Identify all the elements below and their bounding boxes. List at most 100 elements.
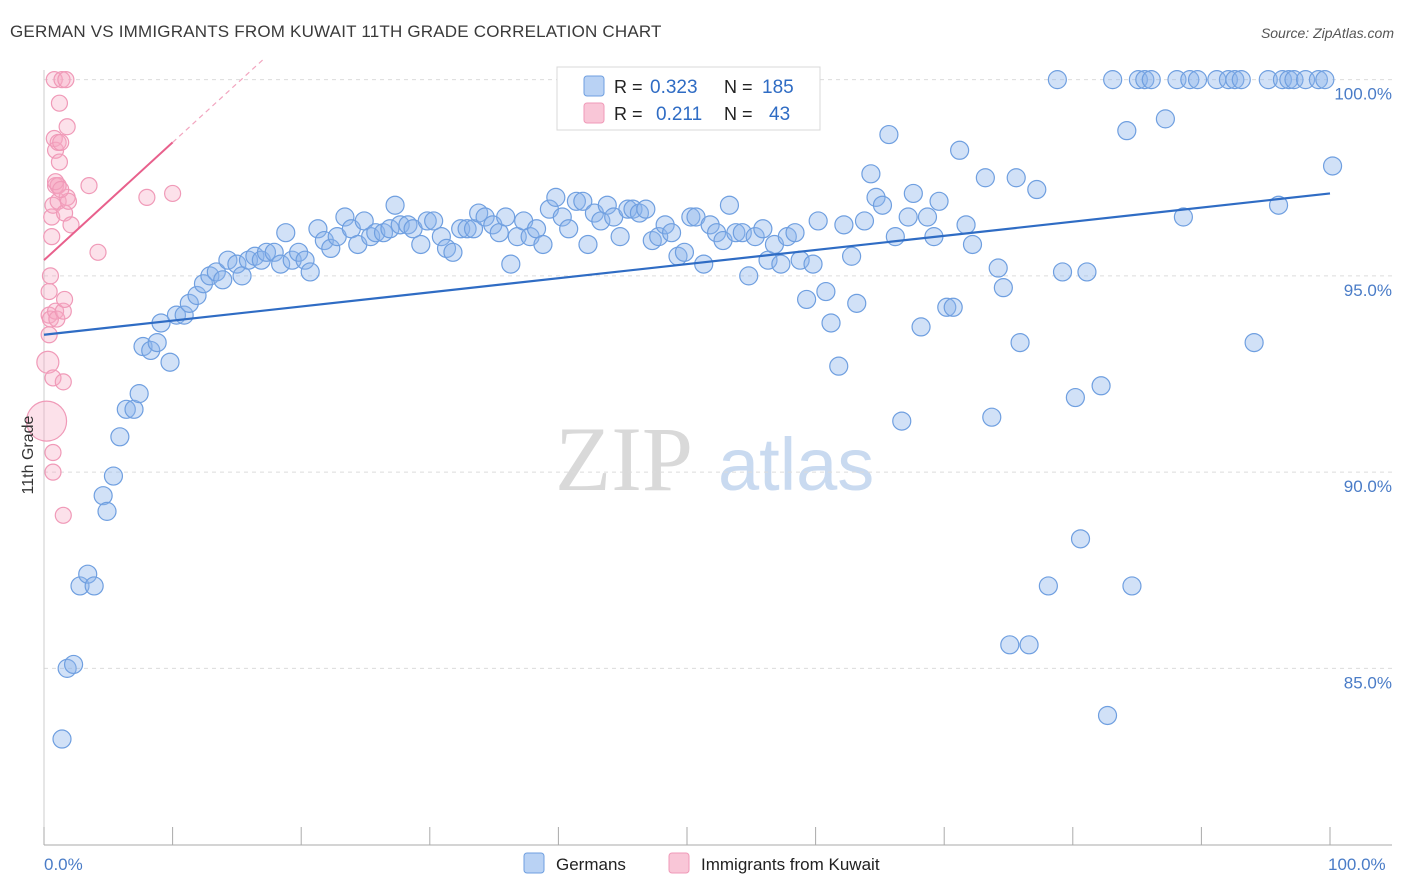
germans-point-2 bbox=[63, 654, 84, 675]
y-tick-labels: 85.0% 90.0% 95.0% 100.0% bbox=[1334, 85, 1392, 693]
germans-point-179 bbox=[1284, 70, 1304, 90]
germans-point-140 bbox=[950, 140, 970, 160]
germans-point-91 bbox=[636, 199, 656, 219]
germans-point-147 bbox=[1000, 635, 1020, 655]
germans-point-85 bbox=[597, 195, 617, 215]
grid-lines bbox=[44, 79, 1392, 669]
germans-point-119 bbox=[816, 281, 836, 302]
kuwait-point-42 bbox=[52, 180, 70, 199]
trend-lines bbox=[43, 59, 1331, 336]
germans-point-38 bbox=[295, 250, 315, 270]
germans-point-49 bbox=[366, 223, 386, 243]
germans-point-174 bbox=[1231, 70, 1251, 90]
germans-point-177 bbox=[1272, 70, 1293, 90]
germans-point-21 bbox=[187, 285, 207, 306]
germans-point-183 bbox=[1322, 156, 1343, 176]
legend-r-value-1: 0.323 bbox=[650, 77, 698, 98]
germans-point-8 bbox=[103, 466, 124, 486]
germans-point-138 bbox=[937, 297, 957, 317]
germans-point-32 bbox=[256, 242, 277, 262]
germans-point-106 bbox=[732, 223, 752, 243]
y-tick-label-100: 100.0% bbox=[1334, 85, 1392, 104]
chart-title: GERMAN VS IMMIGRANTS FROM KUWAIT 11TH GR… bbox=[10, 22, 662, 41]
y-tick-label-90: 90.0% bbox=[1344, 477, 1392, 496]
germans-point-34 bbox=[271, 254, 291, 274]
germans-point-22 bbox=[193, 274, 214, 294]
germans-point-129 bbox=[879, 124, 899, 145]
germans-point-176 bbox=[1258, 70, 1278, 90]
germans-point-146 bbox=[993, 278, 1013, 298]
germans-point-10 bbox=[116, 399, 136, 419]
germans-point-52 bbox=[385, 195, 405, 215]
germans-point-162 bbox=[1122, 576, 1142, 596]
germans-point-126 bbox=[861, 164, 881, 184]
kuwait-point-28 bbox=[54, 373, 72, 391]
germans-point-87 bbox=[610, 227, 630, 247]
germans-point-4 bbox=[78, 564, 98, 584]
germans-point-78 bbox=[552, 207, 572, 227]
germans-point-148 bbox=[1006, 168, 1026, 188]
germans-point-66 bbox=[475, 207, 495, 227]
germans-point-27 bbox=[227, 254, 247, 274]
legend-swatch-kuwait bbox=[583, 102, 605, 124]
germans-point-9 bbox=[110, 427, 130, 447]
germans-point-42 bbox=[321, 238, 341, 258]
germans-point-128 bbox=[872, 195, 893, 215]
kuwait-point-7 bbox=[43, 228, 61, 246]
kuwait-points bbox=[25, 71, 182, 524]
germans-point-132 bbox=[898, 207, 918, 227]
y-axis-label: 11th Grade bbox=[20, 415, 37, 494]
germans-point-105 bbox=[726, 223, 746, 243]
kuwait-point-36 bbox=[62, 216, 80, 234]
germans-point-63 bbox=[457, 219, 477, 239]
germans-point-80 bbox=[566, 191, 587, 211]
germans-point-181 bbox=[1308, 70, 1329, 90]
germans-point-137 bbox=[929, 191, 949, 211]
series-legend: Germans Immigrants from Kuwait bbox=[523, 852, 880, 874]
x-tick-label-min: 0.0% bbox=[44, 855, 83, 874]
germans-point-7 bbox=[97, 501, 117, 521]
germans-point-159 bbox=[1097, 705, 1118, 726]
germans-trend-line bbox=[43, 192, 1331, 336]
germans-point-114 bbox=[785, 223, 805, 243]
germans-point-165 bbox=[1141, 70, 1161, 90]
germans-point-108 bbox=[745, 227, 765, 247]
kuwait-point-40 bbox=[164, 184, 182, 203]
germans-point-82 bbox=[578, 234, 598, 255]
legend-r-value-2: 0.211 bbox=[656, 104, 702, 125]
bottom-legend-swatch-germans bbox=[523, 852, 545, 874]
watermark-atlas: atlas bbox=[718, 423, 874, 506]
germans-point-20 bbox=[179, 293, 199, 313]
kuwait-trend-extension bbox=[172, 59, 264, 143]
germans-point-100 bbox=[694, 254, 714, 274]
germans-point-98 bbox=[681, 207, 701, 227]
germans-point-14 bbox=[141, 340, 161, 361]
germans-point-121 bbox=[829, 356, 849, 376]
germans-point-33 bbox=[264, 242, 284, 262]
germans-point-161 bbox=[1117, 121, 1137, 141]
germans-point-134 bbox=[911, 317, 931, 337]
germans-point-124 bbox=[847, 293, 867, 313]
germans-point-77 bbox=[546, 187, 566, 207]
germans-point-143 bbox=[975, 168, 995, 188]
germans-point-122 bbox=[834, 215, 854, 235]
germans-point-41 bbox=[314, 230, 334, 251]
kuwait-point-24 bbox=[50, 153, 69, 171]
germans-point-139 bbox=[943, 297, 963, 317]
germans-point-151 bbox=[1027, 179, 1047, 200]
germans-point-157 bbox=[1077, 262, 1097, 282]
germans-point-149 bbox=[1010, 333, 1030, 353]
bottom-legend-germans: Germans bbox=[556, 855, 626, 874]
germans-point-170 bbox=[1187, 70, 1208, 90]
kuwait-point-10 bbox=[44, 369, 62, 387]
kuwait-point-38 bbox=[89, 243, 107, 261]
germans-point-104 bbox=[719, 195, 740, 215]
kuwait-point-25 bbox=[52, 133, 70, 152]
kuwait-point-9 bbox=[44, 443, 62, 462]
kuwait-point-29 bbox=[54, 506, 72, 524]
legend-n-value-1: 185 bbox=[762, 77, 794, 98]
germans-point-112 bbox=[771, 254, 791, 274]
kuwait-point-11 bbox=[44, 463, 62, 481]
germans-point-117 bbox=[803, 254, 823, 274]
legend-n-label-2: N = bbox=[724, 104, 753, 124]
